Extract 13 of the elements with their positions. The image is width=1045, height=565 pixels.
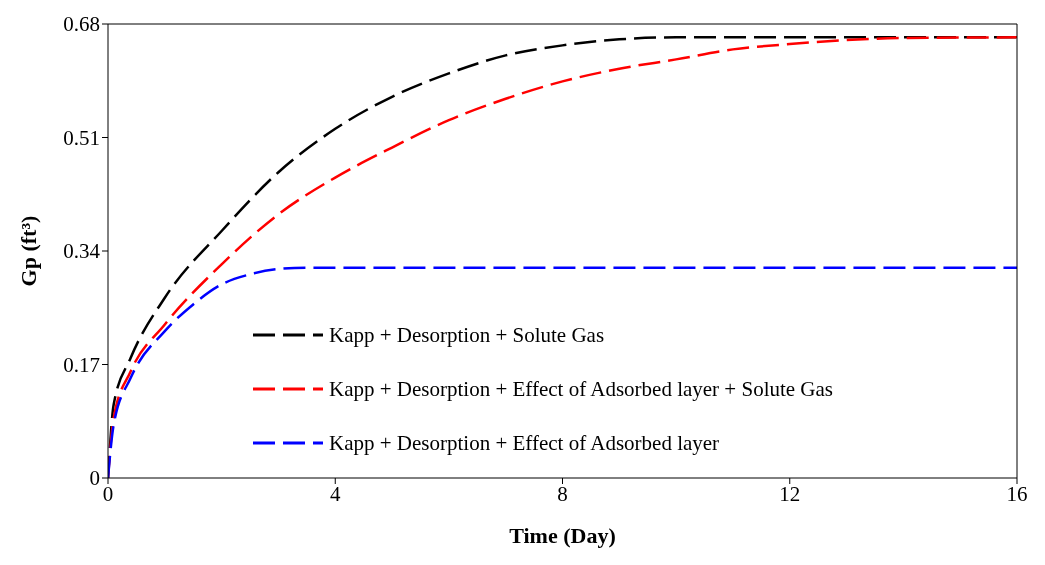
y-axis-title: Gp (ft³)	[15, 215, 41, 287]
y-tick-label: 0.68	[63, 12, 100, 37]
legend-label: Kapp + Desorption + Effect of Adsorbed layer	[329, 430, 720, 456]
x-tick-label: 8	[557, 481, 568, 506]
x-tick-label: 4	[330, 481, 341, 506]
x-axis-title: Time (Day)	[509, 523, 616, 548]
y-tick-label: 0.51	[63, 125, 100, 150]
legend-label: Kapp + Desorption + Effect of Adsorbed layer + Solute Gas	[329, 376, 834, 402]
y-tick-label: 0.34	[63, 239, 101, 264]
x-tick-label: 12	[779, 481, 801, 506]
y-tick-label: 0.17	[63, 352, 100, 377]
legend-label: Kapp + Desorption + Solute Gas	[329, 322, 605, 348]
x-tick-label: 16	[1006, 481, 1028, 506]
